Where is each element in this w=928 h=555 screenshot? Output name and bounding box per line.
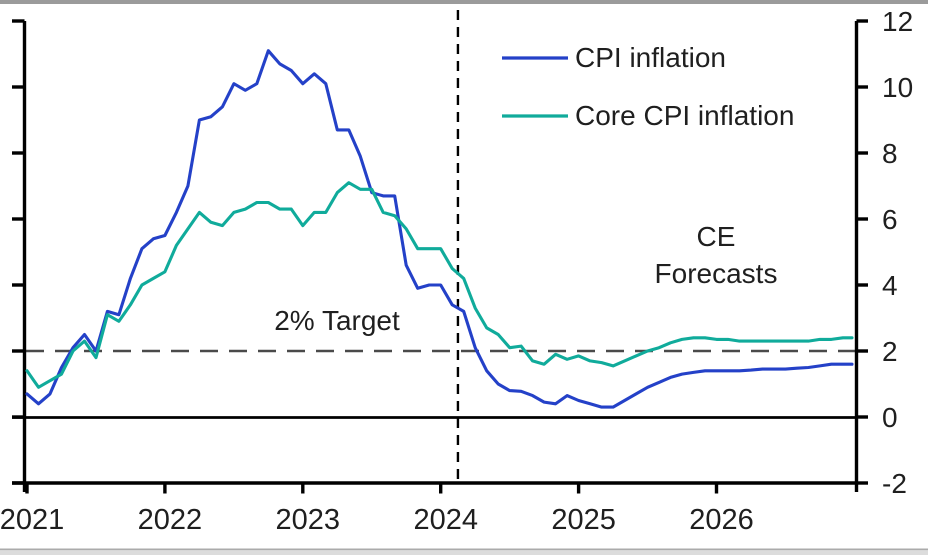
y-tick-label-4: 4 [882, 270, 898, 301]
top-border-strip [0, 0, 928, 4]
y-tick-label-0: 0 [882, 402, 898, 433]
x-tick-label-2023: 2023 [276, 504, 341, 536]
y-tick-label-10: 10 [882, 72, 913, 103]
x-tick-label-2025: 2025 [551, 504, 616, 536]
y-tick-label-6: 6 [882, 204, 898, 235]
x-axis-labels: 2021 2022 2023 2024 2025 2026 [0, 504, 754, 536]
series-line-cpi [25, 49, 854, 409]
forecast-annotation-line2: Forecasts [655, 258, 778, 289]
legend: CPI inflation Core CPI inflation [502, 42, 794, 131]
y-tick-label-12: 12 [882, 6, 913, 37]
forecast-annotation-line1: CE [697, 221, 736, 252]
y-tick-label--2: -2 [882, 468, 907, 499]
legend-core-label: Core CPI inflation [575, 100, 794, 131]
y-axis-labels: 12 10 8 6 4 2 0 -2 [882, 6, 913, 499]
y-tick-label-2: 2 [882, 336, 898, 367]
bottom-border-strip [0, 550, 928, 555]
legend-cpi-label: CPI inflation [575, 42, 726, 73]
x-tick-label-2024: 2024 [413, 504, 478, 536]
x-tick-label-2026: 2026 [689, 504, 754, 536]
series-line-core-cpi [25, 181, 854, 389]
reference-lines [12, 10, 857, 482]
axis-ticks [12, 19, 868, 494]
data-series [25, 49, 854, 409]
bottom-border-line [0, 548, 928, 551]
y-tick-label-8: 8 [882, 138, 898, 169]
target-annotation: 2% Target [274, 305, 400, 336]
x-tick-label-2021: 2021 [0, 504, 64, 536]
x-tick-label-2022: 2022 [138, 504, 203, 536]
